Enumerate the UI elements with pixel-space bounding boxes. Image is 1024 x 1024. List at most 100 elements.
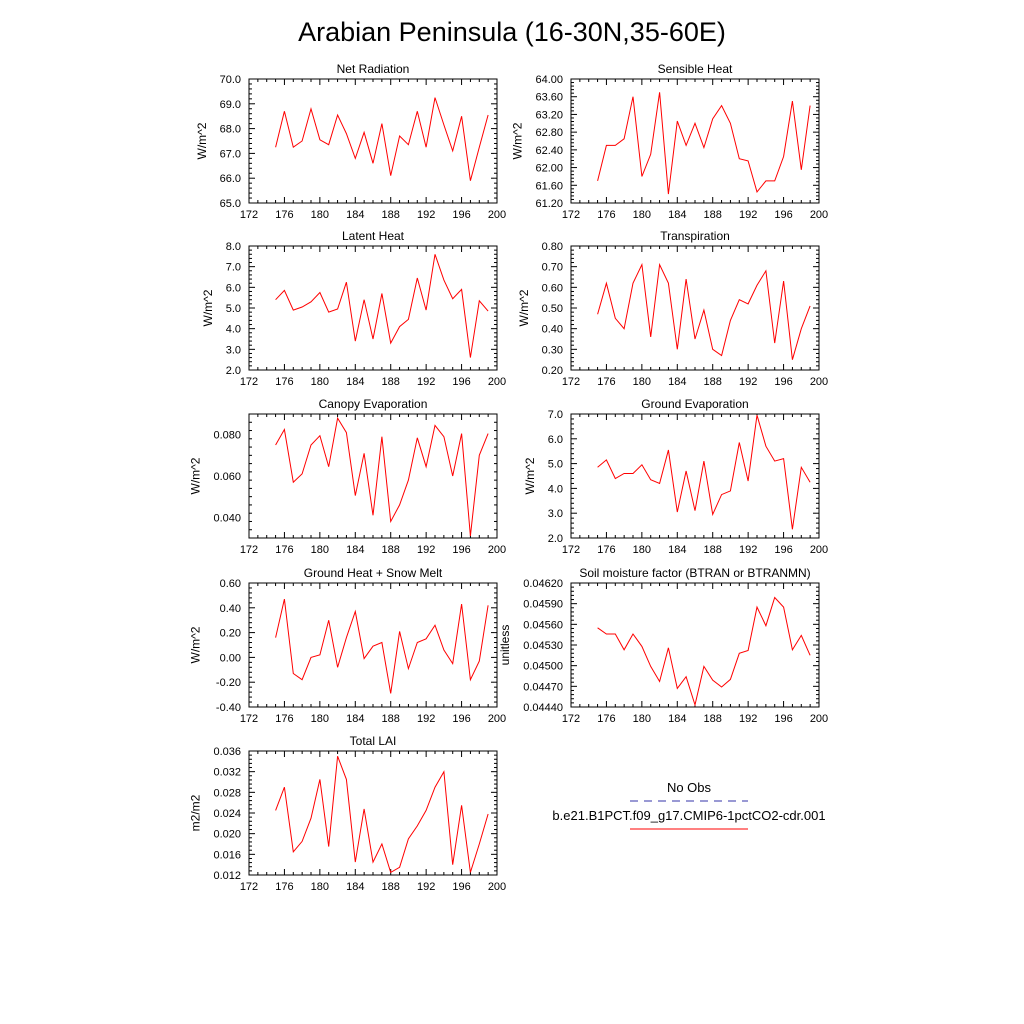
x-tick-label: 200 xyxy=(810,376,828,388)
x-tick-label: 180 xyxy=(311,713,329,725)
panels-group: 172 176 180 184 188 192 196 200 65.0 66.0 67.0 68.0… xyxy=(189,62,829,893)
x-tick-label: 176 xyxy=(275,713,293,725)
y-tick-label: 0.04590 xyxy=(523,599,563,611)
x-tick-label: 184 xyxy=(346,544,364,556)
y-tick-label: 61.60 xyxy=(535,180,563,192)
y-tick-label: 0.04560 xyxy=(523,619,563,631)
y-tick-label: 0.04440 xyxy=(523,702,563,714)
panel-title: Transpiration xyxy=(660,229,730,243)
y-tick-label: 0.024 xyxy=(213,808,241,820)
y-tick-label: 0.60 xyxy=(220,578,241,590)
panel-sensible-heat: 172 176 180 184 188 192 196 200 61.20 61.60 62.00 6… xyxy=(511,62,829,221)
plot-frame xyxy=(248,78,498,204)
x-tick-label: 172 xyxy=(240,544,258,556)
y-tick-label: 0.50 xyxy=(542,303,563,315)
x-tick-label: 176 xyxy=(597,376,615,388)
y-axis-label: W/m^2 xyxy=(189,457,203,494)
y-tick-label: 0.70 xyxy=(542,262,563,274)
x-tick-label: 196 xyxy=(452,544,470,556)
y-tick-label: 0.012 xyxy=(213,870,241,882)
y-tick-label: 3.0 xyxy=(226,344,241,356)
x-tick-label: 188 xyxy=(382,881,400,893)
x-tick-label: 188 xyxy=(382,376,400,388)
panel-net-radiation: 172 176 180 184 188 192 196 200 65.0 66.0 67.0 68.0… xyxy=(195,62,506,221)
series-line xyxy=(275,97,489,181)
y-tick-label: 0.30 xyxy=(542,344,563,356)
y-tick-label: 0.016 xyxy=(213,849,241,861)
x-tick-label: 200 xyxy=(810,713,828,725)
y-tick-label: 62.80 xyxy=(535,127,563,139)
y-axis-label: W/m^2 xyxy=(195,122,209,159)
plot-frame xyxy=(570,413,820,539)
panel-title: Sensible Heat xyxy=(658,62,733,76)
legend: No Obs b.e21.B1PCT.f09_g17.CMIP6-1pctCO2… xyxy=(552,780,826,830)
x-tick-label: 172 xyxy=(240,713,258,725)
x-tick-label: 184 xyxy=(346,713,364,725)
y-tick-label: -0.40 xyxy=(216,702,241,714)
x-tick-label: 184 xyxy=(668,713,686,725)
y-tick-label: 4.0 xyxy=(226,324,241,336)
plot-frame xyxy=(248,245,498,371)
y-tick-label: 3.0 xyxy=(548,508,563,520)
x-tick-label: 188 xyxy=(704,544,722,556)
y-tick-label: 64.00 xyxy=(535,74,563,86)
x-tick-label: 192 xyxy=(417,881,435,893)
x-tick-label: 192 xyxy=(417,209,435,221)
x-tick-label: 184 xyxy=(668,376,686,388)
y-tick-label: 6.0 xyxy=(548,434,563,446)
y-tick-label: 0.04470 xyxy=(523,681,563,693)
x-tick-label: 176 xyxy=(275,209,293,221)
x-tick-label: 180 xyxy=(311,376,329,388)
y-tick-label: 0.04620 xyxy=(523,578,563,590)
series-line xyxy=(597,92,811,195)
panel-title: Ground Heat + Snow Melt xyxy=(304,566,443,580)
y-tick-label: 69.0 xyxy=(220,99,241,111)
x-tick-label: 172 xyxy=(240,376,258,388)
panel-ground-heat-snow-melt: 172 176 180 184 188 192 196 200 -0.40 -0.20 0.00 0.… xyxy=(189,566,507,725)
x-tick-label: 200 xyxy=(488,376,506,388)
x-tick-label: 192 xyxy=(739,376,757,388)
y-tick-label: 0.060 xyxy=(213,471,241,483)
x-tick-label: 176 xyxy=(275,881,293,893)
x-tick-label: 184 xyxy=(668,544,686,556)
y-tick-label: 0.036 xyxy=(213,746,241,758)
legend-model-label: b.e21.B1PCT.f09_g17.CMIP6-1pctCO2-cdr.00… xyxy=(552,808,825,823)
panel-title: Ground Evaporation xyxy=(641,397,748,411)
x-tick-label: 196 xyxy=(774,209,792,221)
x-tick-label: 200 xyxy=(488,544,506,556)
x-tick-label: 188 xyxy=(704,209,722,221)
x-tick-label: 172 xyxy=(240,209,258,221)
y-axis-label: W/m^2 xyxy=(511,122,525,159)
y-tick-label: 70.0 xyxy=(220,74,241,86)
x-tick-label: 196 xyxy=(774,713,792,725)
x-tick-label: 176 xyxy=(275,376,293,388)
x-tick-label: 196 xyxy=(452,376,470,388)
y-tick-label: 6.0 xyxy=(226,282,241,294)
x-tick-label: 180 xyxy=(311,544,329,556)
plot-frame xyxy=(248,750,498,876)
y-axis-label: W/m^2 xyxy=(517,289,531,326)
y-tick-label: 0.20 xyxy=(220,628,241,640)
x-tick-label: 188 xyxy=(382,544,400,556)
y-tick-label: 63.60 xyxy=(535,92,563,104)
plot-frame xyxy=(248,582,498,708)
series-line xyxy=(597,415,811,530)
series-line xyxy=(275,598,489,694)
x-tick-label: 176 xyxy=(597,544,615,556)
x-tick-label: 196 xyxy=(774,544,792,556)
x-tick-label: 184 xyxy=(668,209,686,221)
series-line xyxy=(597,262,811,360)
y-axis-label: W/m^2 xyxy=(189,626,203,663)
x-tick-label: 184 xyxy=(346,881,364,893)
y-tick-label: 0.04500 xyxy=(523,661,563,673)
y-tick-label: 61.20 xyxy=(535,198,563,210)
x-tick-label: 192 xyxy=(417,713,435,725)
y-axis-label: m2/m2 xyxy=(189,794,203,831)
y-tick-label: 7.0 xyxy=(226,262,241,274)
y-tick-label: 7.0 xyxy=(548,409,563,421)
y-tick-label: 0.40 xyxy=(220,603,241,615)
x-tick-label: 180 xyxy=(633,209,651,221)
y-tick-label: 0.032 xyxy=(213,767,241,779)
y-tick-label: 0.60 xyxy=(542,282,563,294)
